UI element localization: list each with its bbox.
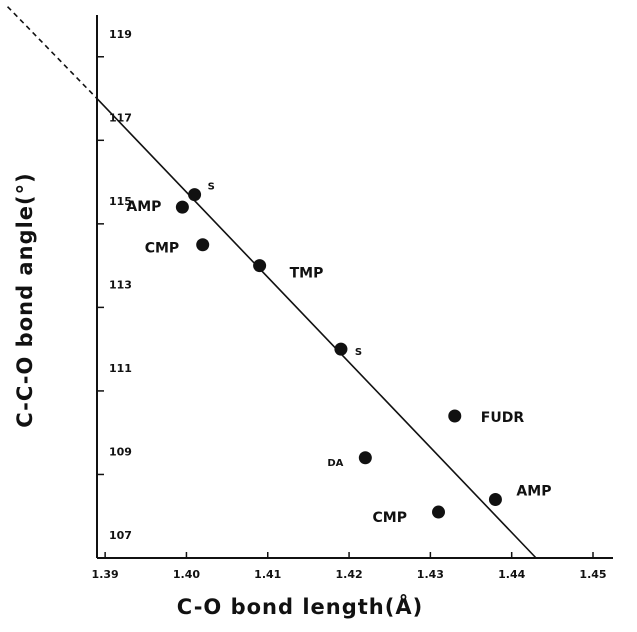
x-tick-label: 1.43 (417, 568, 444, 581)
data-point (196, 238, 210, 252)
x-tick-label: 1.44 (498, 568, 525, 581)
data-point (334, 342, 348, 356)
y-tick-label: 113 (109, 278, 132, 291)
y-tick-label: 109 (109, 445, 132, 458)
y-tick-label: 107 (109, 529, 132, 542)
point-label: S (355, 347, 362, 358)
fit-line (96, 97, 537, 559)
x-tick-label: 1.39 (92, 568, 119, 581)
x-tick-label: 1.45 (579, 568, 606, 581)
point-label: DA (327, 458, 343, 469)
point-label: CMP (373, 510, 407, 526)
point-label: FUDR (481, 410, 525, 426)
fit-line (6, 6, 98, 100)
y-axis-label: C-C-O bond angle(°) (13, 172, 37, 427)
data-point (175, 200, 189, 214)
x-tick-label: 1.40 (173, 568, 200, 581)
point-label: AMP (126, 199, 161, 215)
data-point (253, 259, 267, 273)
y-tick-label: 119 (109, 28, 132, 41)
y-tick-label: 117 (109, 111, 132, 124)
data-point (188, 188, 202, 202)
point-label: S (208, 182, 215, 193)
x-tick-label: 1.41 (254, 568, 281, 581)
point-label: AMP (516, 484, 551, 500)
x-axis-label: C-O bond length(Å) (177, 594, 423, 619)
y-tick-label: 111 (109, 362, 132, 375)
data-point (432, 505, 446, 519)
data-point (488, 493, 502, 507)
point-label: TMP (290, 266, 324, 282)
data-point (358, 451, 372, 465)
point-label: CMP (145, 241, 179, 257)
data-point (448, 409, 462, 423)
x-tick-label: 1.42 (335, 568, 362, 581)
y-tick-label: 115 (109, 195, 132, 208)
